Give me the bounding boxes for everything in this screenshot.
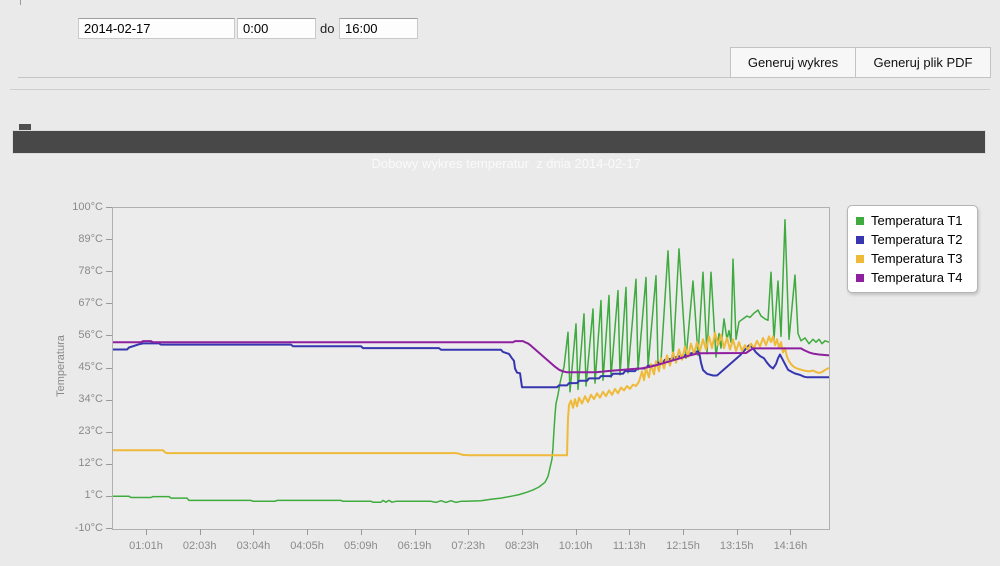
series-line-temperatura-t4 — [113, 340, 829, 374]
series-line-temperatura-t1 — [113, 218, 829, 504]
top-edge-tick — [20, 0, 21, 5]
x-tick-mark — [146, 529, 147, 535]
x-tick-mark — [683, 529, 684, 535]
y-tick-mark — [106, 207, 112, 208]
x-tick-label: 12:15h — [666, 540, 700, 552]
y-tick-label: 67°C — [78, 296, 103, 309]
plot-area — [112, 207, 830, 530]
x-tick-mark — [414, 529, 416, 535]
x-tick-label: 04:05h — [290, 540, 324, 552]
legend-label: Temperatura T1 — [871, 213, 963, 228]
legend-label: Temperatura T2 — [871, 232, 963, 247]
y-tick-mark — [106, 335, 112, 337]
x-tick-label: 10:10h — [558, 540, 593, 552]
y-tick-mark — [106, 495, 112, 497]
y-tick-mark — [106, 399, 112, 401]
y-tick-label: 12°C — [78, 457, 103, 470]
y-tick-mark — [106, 367, 112, 369]
time-from-input[interactable] — [237, 18, 316, 39]
x-tick-label: 01:01h — [129, 540, 163, 552]
x-tick-label: 13:15h — [719, 540, 754, 552]
y-tick-label: 45°C — [78, 361, 103, 373]
legend-swatch-icon — [856, 254, 864, 263]
x-tick-label: 11:13h — [612, 540, 646, 552]
y-tick-label: 100°C — [72, 200, 103, 213]
chart-legend: Temperatura T1 Temperatura T2 Temperatura … — [847, 205, 978, 293]
x-tick-mark — [575, 529, 577, 535]
legend-label: Temperatura T4 — [871, 270, 963, 285]
section-title: Dobowy wykres temperatur z dnia 2014-02-… — [371, 156, 641, 171]
title-bar-notch — [19, 124, 31, 131]
legend-item: Temperatura T1 — [856, 211, 969, 230]
y-tick-mark — [106, 239, 112, 241]
x-tick-label: 06:19h — [397, 540, 432, 552]
y-tick-label: -10°C — [74, 521, 103, 534]
legend-swatch-icon — [856, 216, 864, 225]
y-tick-mark — [106, 431, 112, 433]
time-to-input[interactable] — [339, 18, 418, 39]
y-tick-label: 78°C — [78, 264, 103, 277]
x-tick-label: 02:03h — [182, 540, 217, 552]
y-tick-mark — [106, 463, 112, 465]
x-tick-label: 08:23h — [505, 540, 539, 552]
legend-item: Temperatura T4 — [856, 268, 969, 287]
x-tick-mark — [521, 529, 523, 535]
legend-swatch-icon — [856, 235, 864, 244]
series-line-temperatura-t2 — [113, 342, 829, 389]
x-tick-label: 07:23h — [451, 540, 486, 552]
x-tick-mark — [790, 529, 792, 535]
legend-item: Temperatura T3 — [856, 249, 969, 268]
y-tick-mark — [106, 528, 112, 529]
separator-line-bottom — [10, 89, 990, 90]
legend-label: Temperatura T3 — [871, 251, 963, 266]
y-tick-mark — [106, 303, 112, 305]
generate-pdf-button[interactable]: Generuj plik PDF — [855, 47, 991, 78]
x-tick-mark — [307, 529, 309, 535]
series-line-temperatura-t3 — [113, 331, 829, 457]
y-tick-label: 23°C — [78, 425, 103, 438]
y-tick-label: 56°C — [78, 328, 103, 341]
y-tick-label: 89°C — [78, 232, 103, 245]
x-tick-mark — [468, 529, 470, 535]
generate-chart-button[interactable]: Generuj wykres — [730, 47, 856, 78]
y-tick-mark — [106, 271, 112, 273]
x-tick-label: 05:09h — [343, 540, 378, 552]
y-tick-label: 34°C — [78, 393, 103, 406]
x-tick-mark — [360, 529, 362, 535]
legend-swatch-icon — [856, 273, 864, 282]
x-tick-label: 03:04h — [236, 540, 271, 552]
section-title-bar: Dobowy wykres temperatur z dnia 2014-02-… — [12, 130, 986, 171]
x-tick-mark — [199, 529, 201, 535]
x-tick-label: 14:16h — [773, 540, 808, 552]
temperature-line-chart — [113, 218, 829, 504]
y-tick-label: 1°C — [84, 489, 103, 502]
legend-item: Temperatura T2 — [856, 230, 969, 249]
x-tick-mark — [736, 529, 738, 535]
x-tick-mark — [253, 529, 255, 535]
time-range-separator-label: do — [320, 21, 335, 36]
x-tick-mark — [629, 529, 631, 535]
date-input[interactable] — [78, 18, 235, 39]
separator-line-top — [18, 77, 987, 78]
